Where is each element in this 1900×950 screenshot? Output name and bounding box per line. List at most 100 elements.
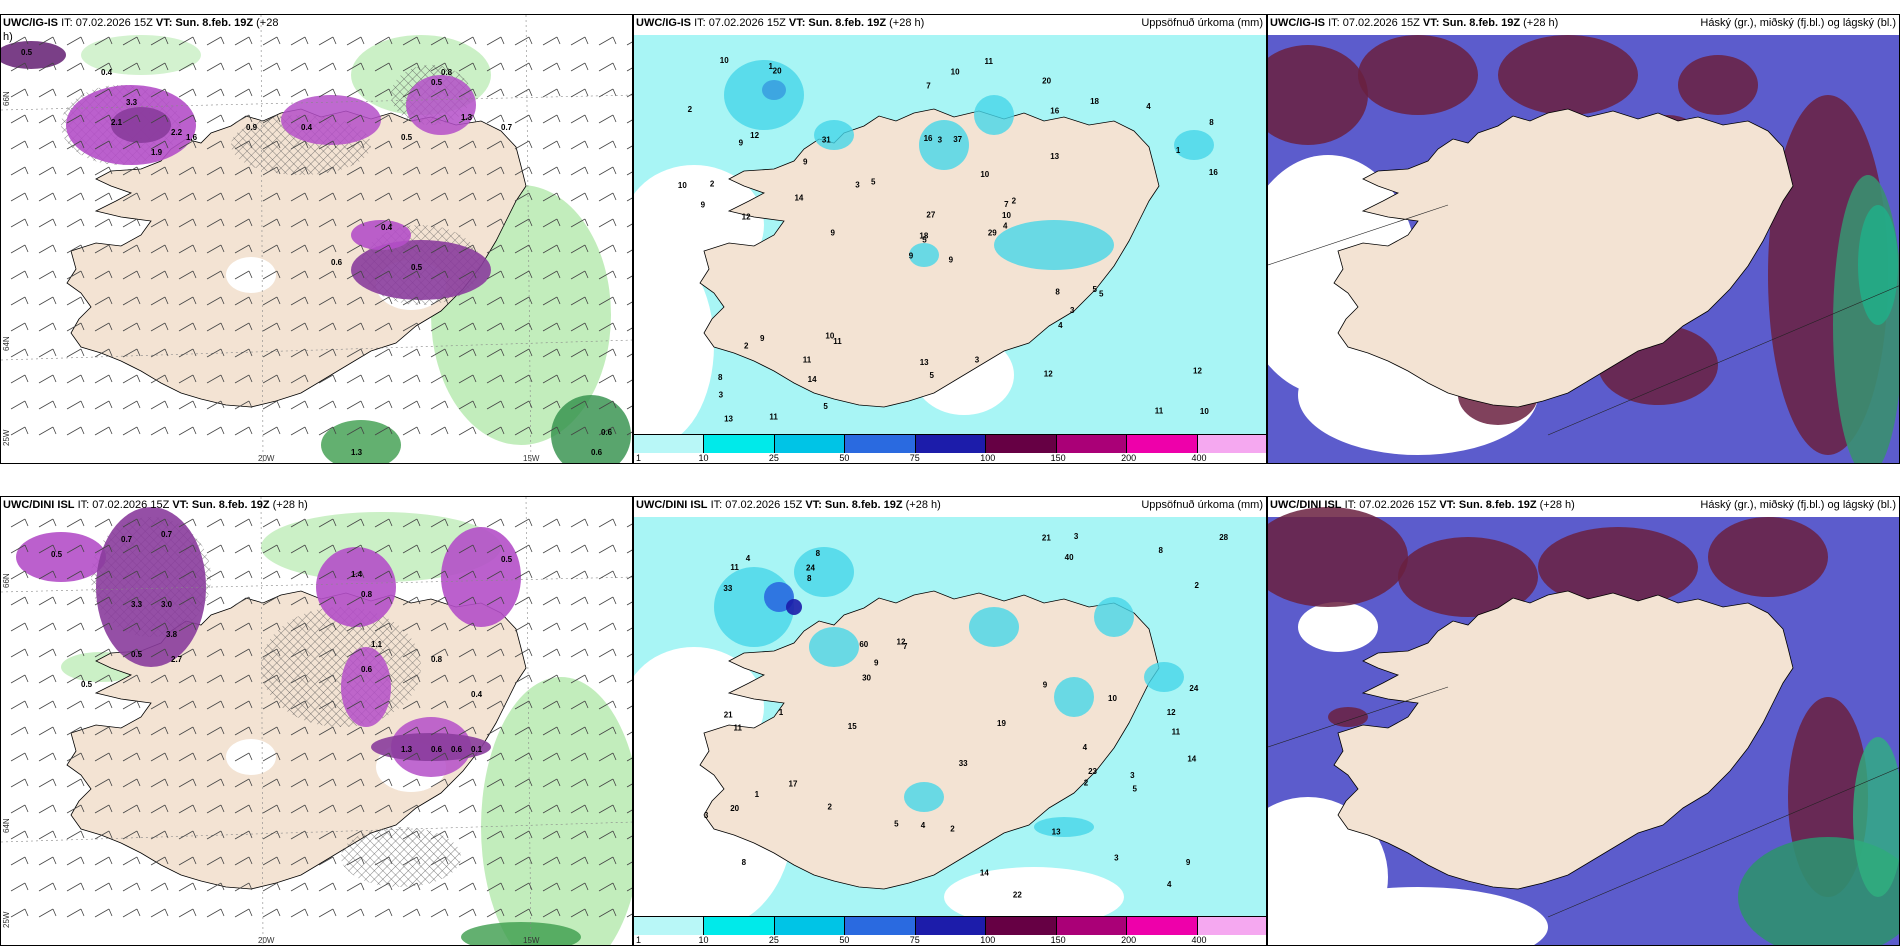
wind-barb-feather	[164, 88, 169, 97]
wind-barb-feather	[248, 752, 253, 761]
panel-accumulated-precip-dini: UWC/DINI ISL IT: 07.02.2026 15Z VT: Sun.…	[633, 496, 1267, 946]
wind-barb-feather	[332, 374, 337, 383]
wind-barb-feather	[108, 778, 113, 787]
wind-barb	[346, 270, 362, 280]
wind-barb	[374, 322, 390, 332]
precip-value: 21	[724, 711, 733, 720]
precip-value: 9	[1043, 680, 1048, 689]
wind-barb	[542, 778, 558, 788]
wind-barb-feather	[80, 726, 85, 735]
wind-barb	[262, 752, 278, 762]
wind-barb	[346, 62, 362, 72]
wind-barb-feather	[80, 322, 85, 331]
wind-barb-feather	[52, 830, 57, 839]
wind-barb	[66, 726, 82, 736]
wind-barb-feather	[472, 400, 477, 409]
precip-value: 5	[930, 371, 935, 380]
wind-barb	[290, 36, 306, 46]
wind-barb-feather	[472, 36, 477, 45]
wind-barb-feather	[500, 166, 505, 175]
wind-barb-feather	[360, 62, 365, 71]
wind-barb-feather	[388, 518, 393, 527]
precip-value: 28	[1219, 533, 1228, 542]
wind-barb	[122, 570, 138, 580]
wind-barb-feather	[80, 622, 85, 631]
wind-barb	[318, 270, 334, 280]
wind-barb-feather	[220, 400, 225, 409]
wind-barb	[458, 244, 474, 254]
precip-value: 7	[926, 81, 931, 90]
precip-value: 12	[897, 637, 906, 646]
precip-value: 3	[975, 355, 980, 364]
wind-barb	[598, 856, 614, 866]
wind-barb	[234, 856, 250, 866]
wind-barb	[290, 752, 306, 762]
wind-barb	[94, 882, 110, 892]
wind-barb-feather	[416, 114, 421, 123]
wind-barb	[458, 778, 474, 788]
wind-barb-feather	[332, 830, 337, 839]
wind-barb-feather	[304, 400, 309, 409]
wind-barb-feather	[444, 140, 449, 149]
wind-barb-feather	[276, 778, 281, 787]
wind-barb-feather	[556, 544, 561, 553]
wind-barb	[178, 752, 194, 762]
wind-barb	[402, 674, 418, 684]
wind-barb	[262, 88, 278, 98]
wind-barb-feather	[360, 374, 365, 383]
wind-barb	[402, 648, 418, 658]
wind-barb	[598, 882, 614, 892]
wind-barb-feather	[584, 518, 589, 527]
wind-barb	[234, 778, 250, 788]
wind-barb	[234, 648, 250, 658]
wind-barb	[234, 596, 250, 606]
wind-barb-feather	[416, 648, 421, 657]
precip-value: 9	[739, 138, 744, 147]
colorbar-tick: 100	[980, 453, 996, 463]
wind-barb-feather	[332, 88, 337, 97]
wind-barb-feather	[108, 700, 113, 709]
wind-barb	[430, 218, 446, 228]
mid-cloud	[1538, 527, 1698, 607]
wind-barb-feather	[192, 348, 197, 357]
wind-barb	[66, 140, 82, 150]
wind-barb	[122, 270, 138, 280]
wind-barb	[122, 752, 138, 762]
precip-value: 10	[1002, 211, 1011, 220]
rain-area	[481, 677, 632, 945]
wind-barb	[94, 270, 110, 280]
wind-barb-feather	[472, 648, 477, 657]
wind-barb-feather	[584, 322, 589, 331]
wind-barb	[486, 622, 502, 632]
wind-barb	[10, 192, 26, 202]
wind-barb	[262, 648, 278, 658]
precip-value: 14	[1187, 754, 1196, 763]
wind-barb-feather	[416, 426, 421, 435]
mid-cloud	[1498, 35, 1638, 115]
wind-barb	[122, 62, 138, 72]
wind-barb	[150, 218, 166, 228]
wind-barb	[514, 596, 530, 606]
wind-barb-feather	[416, 830, 421, 839]
wind-barb	[262, 322, 278, 332]
wind-barb	[346, 778, 362, 788]
wind-barb	[626, 41, 632, 46]
wind-barb	[290, 296, 306, 306]
colorbar	[634, 434, 1266, 453]
wind-barb	[178, 296, 194, 306]
wind-barb	[402, 830, 418, 840]
wind-barb	[570, 88, 586, 98]
wind-barb-feather	[360, 570, 365, 579]
wind-barb	[94, 726, 110, 736]
wind-barb-feather	[304, 856, 309, 865]
wind-barb	[66, 856, 82, 866]
wind-barb	[206, 36, 222, 46]
wind-barb-feather	[416, 570, 421, 579]
wind-barb	[122, 218, 138, 228]
precip-value: 2	[744, 341, 749, 350]
wind-barb	[458, 192, 474, 202]
wind-barb-feather	[248, 244, 253, 253]
wind-barb	[430, 88, 446, 98]
wind-barb	[570, 62, 586, 72]
precip-value: 3	[938, 135, 943, 144]
